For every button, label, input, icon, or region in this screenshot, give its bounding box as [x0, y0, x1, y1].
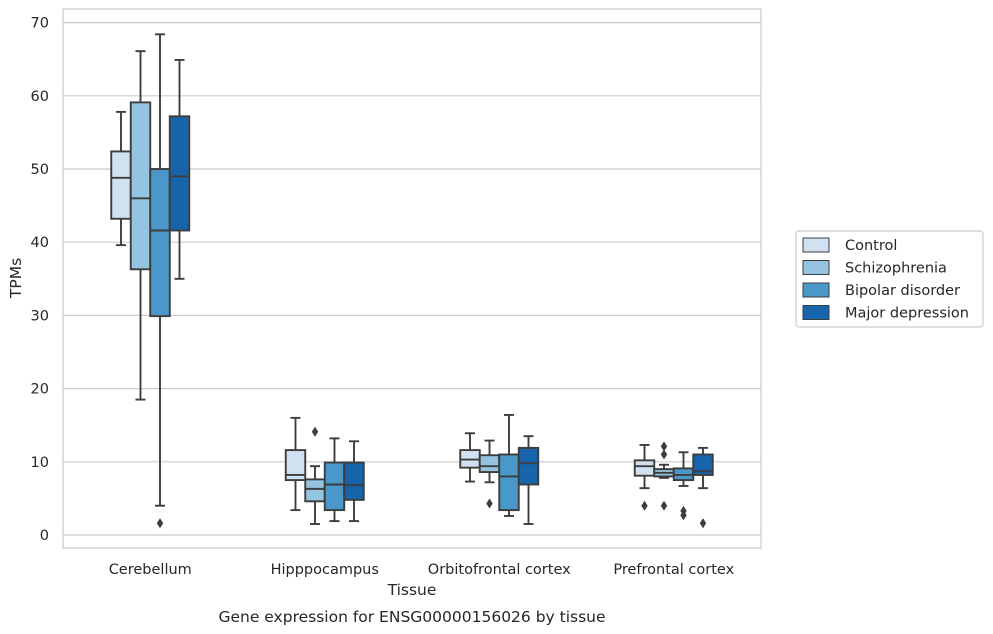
grid-lines	[63, 22, 761, 536]
box-group	[284, 416, 307, 512]
outlier-point	[660, 449, 668, 460]
legend-label: Bipolar disorder	[845, 283, 960, 299]
outlier-point	[311, 426, 319, 437]
box-body	[692, 453, 714, 476]
box-body	[633, 459, 656, 477]
y-tick-label: 0	[40, 528, 49, 544]
box-group	[149, 33, 171, 529]
x-tick-label: Orbitofrontal cortex	[428, 562, 571, 578]
box-body	[498, 453, 520, 512]
plot-frame	[62, 8, 762, 549]
box-body	[129, 101, 152, 271]
box-body	[168, 115, 191, 232]
box-plots	[110, 33, 714, 529]
x-tick-labels: Cerebellum Hipppocampus Orbitofrontal cort…	[109, 562, 735, 578]
box-group	[110, 110, 132, 247]
y-tick-labels: 0 10 20 30 40 50 60 70	[31, 16, 49, 544]
y-axis-title: TPMs	[7, 258, 25, 299]
legend-frame	[795, 230, 984, 328]
outlier-point	[660, 500, 668, 511]
legend-swatch	[802, 305, 830, 320]
legend-label: Schizophrenia	[845, 261, 947, 277]
outlier-point	[156, 518, 164, 529]
legend-swatch	[802, 282, 830, 298]
outlier-point	[699, 518, 707, 529]
box-body	[323, 461, 346, 512]
box-body	[110, 150, 132, 220]
outlier-point	[680, 505, 687, 516]
y-tick-label: 70	[31, 16, 49, 32]
box-group	[517, 435, 540, 525]
box-group	[692, 446, 714, 529]
outlier-point	[486, 498, 493, 509]
legend-swatch	[802, 260, 830, 275]
box-group	[129, 50, 152, 401]
box-group	[168, 58, 191, 280]
outlier-point	[641, 500, 648, 511]
box-group	[459, 432, 481, 483]
y-tick-label: 30	[31, 308, 49, 324]
y-tick-label: 50	[31, 162, 49, 178]
box-group	[672, 451, 695, 521]
y-tick-label: 20	[31, 382, 49, 398]
box-group	[304, 426, 326, 525]
y-tick-label: 40	[31, 235, 49, 251]
box-body	[304, 478, 326, 503]
x-tick-label: Cerebellum	[109, 562, 192, 578]
y-tick-label: 60	[31, 89, 49, 105]
legend-label: Control	[845, 238, 897, 254]
box-group	[478, 439, 501, 509]
legend-swatch	[802, 237, 830, 253]
box-body	[284, 449, 307, 482]
box-group	[633, 444, 656, 511]
box-group	[343, 440, 365, 523]
box-body	[478, 454, 501, 473]
chart-caption: Gene expression for ENSG00000156026 by t…	[218, 608, 605, 626]
legend-label: Major depression	[845, 306, 969, 322]
x-axis-title: Tissue	[387, 581, 437, 599]
box-body	[149, 168, 171, 318]
x-tick-label: Hipppocampus	[271, 562, 379, 578]
box-body	[343, 461, 365, 501]
outlier-point	[660, 441, 668, 452]
box-body	[517, 446, 540, 486]
legend: Control Schizophrenia Bipolar disorder Majo…	[795, 230, 984, 328]
x-tick-label: Prefrontal cortex	[613, 562, 734, 578]
y-tick-label: 10	[31, 455, 49, 471]
